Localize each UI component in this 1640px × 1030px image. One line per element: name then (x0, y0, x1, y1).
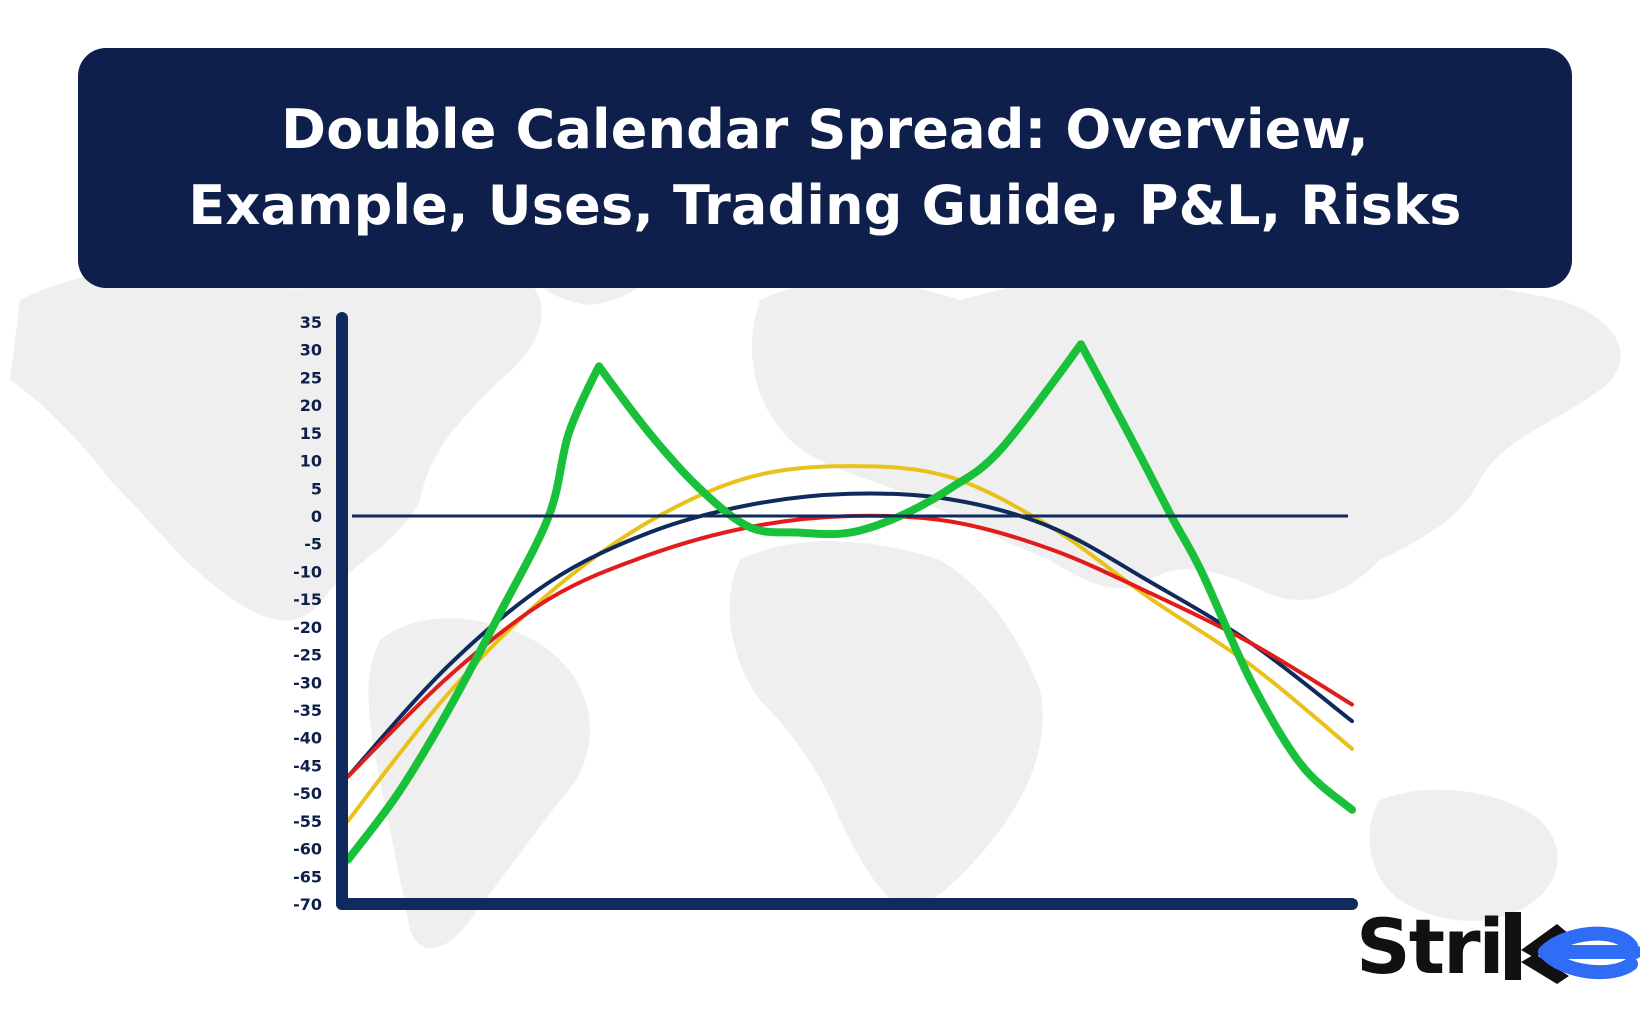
y-tick-label: -50 (293, 784, 322, 803)
y-tick-label: -45 (293, 756, 322, 775)
y-tick-label: 5 (311, 479, 322, 498)
y-tick-label: -10 (293, 562, 322, 581)
y-tick-label: -40 (293, 729, 322, 748)
title-line-1: Double Calendar Spread: Overview, (281, 98, 1369, 161)
y-axis-ticks: 35 30 25 20 15 10 5 0 -5 -10 -15 -20 -25 -30 -35 -40 -45… (293, 313, 322, 914)
y-tick-label: 10 (300, 452, 322, 471)
y-tick-label: 15 (300, 424, 322, 443)
y-tick-label: -65 (293, 867, 322, 886)
k-arrow-e-icon (1504, 912, 1640, 984)
y-tick-label: -60 (293, 840, 322, 859)
y-tick-label: 25 (300, 368, 322, 387)
y-tick-label: -25 (293, 646, 322, 665)
y-tick-label: 30 (300, 341, 322, 360)
series-layer (344, 340, 1356, 864)
strike-logo: Stri (1356, 902, 1640, 991)
logo-text: Stri (1356, 901, 1505, 991)
y-tick-label: -20 (293, 618, 322, 637)
y-tick-label: -5 (304, 535, 322, 554)
series-red-line (346, 513, 1354, 779)
series-green-line (344, 340, 1356, 864)
y-tick-label: -55 (293, 812, 322, 831)
map-north-america (10, 266, 542, 621)
title-line-2: Example, Uses, Trading Guide, P&L, Risks (188, 174, 1462, 237)
map-africa (729, 541, 1043, 910)
y-tick-label: -30 (293, 673, 322, 692)
y-tick-label: -70 (293, 895, 322, 914)
map-australia (1369, 789, 1558, 921)
y-tick-label: 35 (300, 313, 322, 332)
y-tick-label: -15 (293, 590, 322, 609)
y-tick-label: -35 (293, 701, 322, 720)
y-tick-label: 20 (300, 396, 322, 415)
series-yellow-line (346, 464, 1354, 823)
y-tick-label: 0 (311, 507, 322, 526)
title-banner: Double Calendar Spread: Overview, Exampl… (78, 48, 1572, 288)
